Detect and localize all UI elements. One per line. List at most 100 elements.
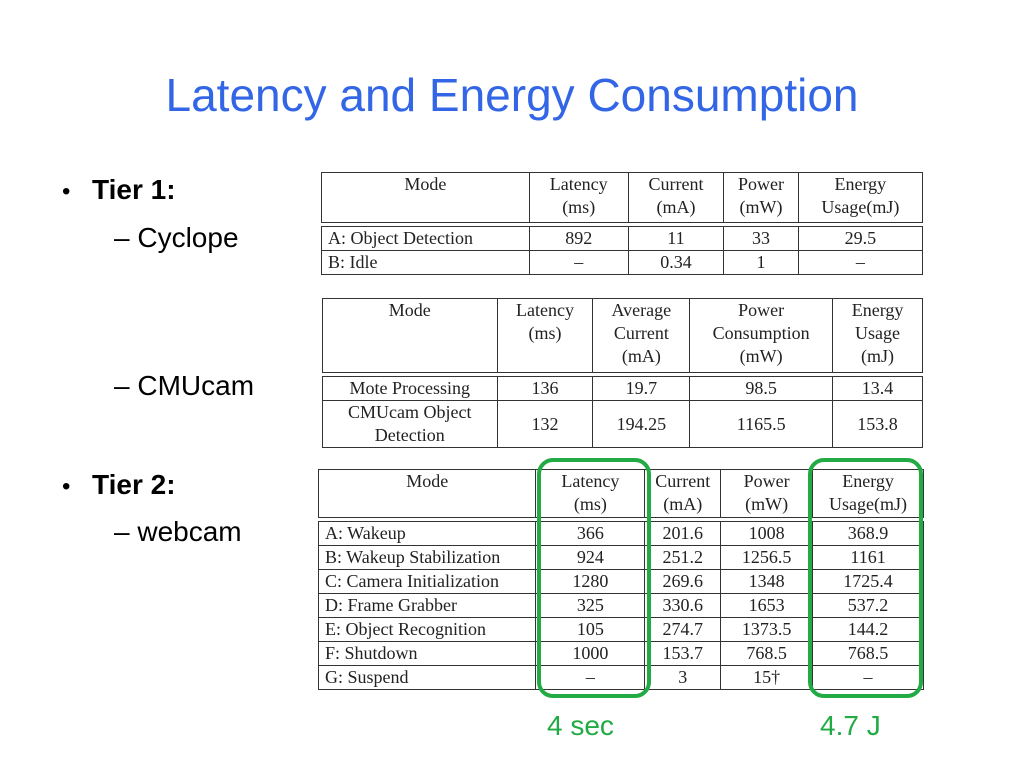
row-value-cell: 1000 xyxy=(535,641,646,666)
bullet-dot-icon: • xyxy=(62,178,71,205)
row-value-cell: 330.6 xyxy=(644,593,722,618)
column-header: Latency (ms) xyxy=(528,172,629,223)
column-header: Current (mA) xyxy=(627,172,725,223)
row-value-cell: – xyxy=(528,250,629,275)
column-header: Average Current (mA) xyxy=(592,298,691,373)
row-value-cell: 1348 xyxy=(720,569,814,594)
table-row: B: Wakeup Stabilization 924 251.2 1256.5 116… xyxy=(317,545,924,570)
bullet-dot-icon: • xyxy=(62,473,71,500)
row-mode-cell: B: Wakeup Stabilization xyxy=(317,545,537,570)
row-value-cell: 105 xyxy=(535,617,646,642)
row-value-cell: 98.5 xyxy=(689,376,834,401)
sub-item-cyclope: – Cyclope xyxy=(114,222,239,254)
row-value-cell: 768.5 xyxy=(720,641,814,666)
cmucam-table-wrap: Mode Latency (ms) Average Current (mA) Power Co… xyxy=(322,298,923,448)
table-row: A: Object Detection 892 11 33 29.5 xyxy=(321,226,924,251)
row-mode-cell: F: Shutdown xyxy=(317,641,537,666)
bullet-tier-1: • Tier 1: xyxy=(62,174,176,206)
webcam-table: Mode Latency (ms) Current (mA) Power (mW) Energ… xyxy=(317,469,924,690)
row-mode-cell: G: Suspend xyxy=(317,665,537,690)
column-header: Mode xyxy=(321,172,530,223)
bullet-label: Tier 2: xyxy=(92,469,176,500)
table-row: CMUcam Object Detection 132 194.25 1165.5 153… xyxy=(322,400,923,448)
row-value-cell: 768.5 xyxy=(812,641,924,666)
column-header: Power (mW) xyxy=(720,469,814,518)
energy-highlight-box xyxy=(808,458,923,698)
row-value-cell: – xyxy=(797,250,924,275)
row-value-cell: 368.9 xyxy=(812,521,924,546)
sub-label: CMUcam xyxy=(137,370,255,401)
row-value-cell: 11 xyxy=(627,226,725,251)
bullet-tier-2: • Tier 2: xyxy=(62,469,176,501)
row-value-cell: 366 xyxy=(535,521,646,546)
row-mode-cell: A: Wakeup xyxy=(317,521,537,546)
row-value-cell: 15† xyxy=(720,665,814,690)
row-value-cell: 537.2 xyxy=(812,593,924,618)
row-value-cell: 3 xyxy=(644,665,722,690)
bullet-label: Tier 1: xyxy=(92,174,176,205)
table-header-row: Mode Latency (ms) Current (mA) Power (mW) Energ… xyxy=(321,172,924,223)
table-header-row: Mode Latency (ms) Average Current (mA) Power Co… xyxy=(322,298,923,373)
table-row: D: Frame Grabber 325 330.6 1653 537.2 xyxy=(317,593,924,618)
row-value-cell: 33 xyxy=(723,226,799,251)
row-value-cell: 201.6 xyxy=(644,521,722,546)
column-header: Power Consumption (mW) xyxy=(689,298,834,373)
column-header: Latency (ms) xyxy=(535,469,646,518)
row-value-cell: 132 xyxy=(496,400,594,448)
column-header: Mode xyxy=(322,298,498,373)
row-value-cell: 1280 xyxy=(535,569,646,594)
row-value-cell: 1653 xyxy=(720,593,814,618)
column-header: Current (mA) xyxy=(644,469,722,518)
latency-total-caption: 4 sec xyxy=(547,710,614,741)
row-value-cell: 1256.5 xyxy=(720,545,814,570)
cyclope-table-wrap: Mode Latency (ms) Current (mA) Power (mW) Energ… xyxy=(321,172,924,275)
row-value-cell: 269.6 xyxy=(644,569,722,594)
cmucam-table: Mode Latency (ms) Average Current (mA) Power Co… xyxy=(322,298,923,448)
row-value-cell: 1165.5 xyxy=(689,400,834,448)
column-header: Mode xyxy=(317,469,537,518)
row-mode-cell: D: Frame Grabber xyxy=(317,593,537,618)
row-mode-cell: C: Camera Initialization xyxy=(317,569,537,594)
table-row: F: Shutdown 1000 153.7 768.5 768.5 xyxy=(317,641,924,666)
row-value-cell: 1373.5 xyxy=(720,617,814,642)
row-value-cell: 274.7 xyxy=(644,617,722,642)
row-mode-cell: B: Idle xyxy=(321,250,530,275)
row-value-cell: 194.25 xyxy=(592,400,691,448)
row-value-cell: 0.34 xyxy=(627,250,725,275)
table-row: C: Camera Initialization 1280 269.6 1348 172… xyxy=(317,569,924,594)
row-mode-cell: Mote Processing xyxy=(322,376,498,401)
sub-dash: – xyxy=(114,222,138,253)
row-mode-cell: CMUcam Object Detection xyxy=(322,400,498,448)
row-value-cell: 1725.4 xyxy=(812,569,924,594)
table-row: A: Wakeup 366 201.6 1008 368.9 xyxy=(317,521,924,546)
energy-total-caption: 4.7 J xyxy=(820,710,881,741)
row-value-cell: 251.2 xyxy=(644,545,722,570)
table-row: Mote Processing 136 19.7 98.5 13.4 xyxy=(322,376,923,401)
row-value-cell: 29.5 xyxy=(797,226,924,251)
row-value-cell: 19.7 xyxy=(592,376,691,401)
row-mode-cell: E: Object Recognition xyxy=(317,617,537,642)
sub-label: webcam xyxy=(137,516,242,547)
table-row: G: Suspend –3 15† – xyxy=(317,665,924,690)
column-header: Latency (ms) xyxy=(496,298,594,373)
row-mode-cell: A: Object Detection xyxy=(321,226,530,251)
sub-dash: – xyxy=(114,370,138,401)
sub-label: Cyclope xyxy=(137,222,239,253)
sub-item-cmucam: – CMUcam xyxy=(114,370,254,402)
cyclope-table: Mode Latency (ms) Current (mA) Power (mW) Energ… xyxy=(321,172,924,275)
sub-dash: – xyxy=(114,516,138,547)
row-value-cell: – xyxy=(812,665,924,690)
webcam-table-wrap: Mode Latency (ms) Current (mA) Power (mW) Energ… xyxy=(317,469,924,690)
column-header: Power (mW) xyxy=(723,172,799,223)
row-value-cell: 924 xyxy=(535,545,646,570)
sub-item-webcam: – webcam xyxy=(114,516,242,548)
row-value-cell: 153.8 xyxy=(832,400,923,448)
row-value-cell: 892 xyxy=(528,226,629,251)
row-value-cell: 153.7 xyxy=(644,641,722,666)
slide-title: Latency and Energy Consumption xyxy=(165,69,859,121)
row-value-cell: – xyxy=(535,665,646,690)
row-value-cell: 1008 xyxy=(720,521,814,546)
